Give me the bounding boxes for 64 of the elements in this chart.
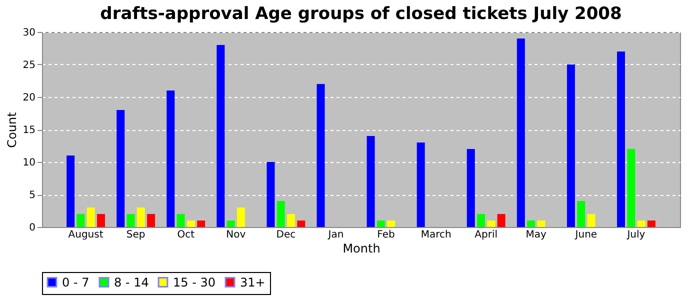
x-tick-label: August <box>68 230 104 240</box>
bar <box>637 220 646 227</box>
y-tick-label: 0 <box>29 222 36 234</box>
bar <box>577 201 586 227</box>
x-tick-label: April <box>474 230 498 240</box>
bar <box>86 208 95 227</box>
y-tick-label: 15 <box>22 125 36 136</box>
bar <box>627 149 636 227</box>
bar <box>416 142 425 227</box>
x-tick-label: Sep <box>126 230 146 240</box>
bar <box>236 208 245 227</box>
bar <box>527 220 536 227</box>
x-tick-label: Feb <box>377 230 395 240</box>
bar <box>136 208 145 227</box>
bar <box>387 220 396 227</box>
bar <box>266 162 275 227</box>
legend-label: 0 - 7 <box>62 275 90 290</box>
bar <box>466 149 475 227</box>
bar <box>216 45 225 227</box>
bar <box>376 220 385 227</box>
y-tick-label: 25 <box>22 60 36 71</box>
bar <box>566 64 575 227</box>
chart-title: drafts-approval Age groups of closed tickets July 2008 <box>100 4 622 24</box>
bar <box>176 214 185 227</box>
legend-label: 15 - 30 <box>173 275 216 290</box>
bar <box>537 220 546 227</box>
bar <box>497 214 506 227</box>
bar <box>297 220 306 227</box>
y-tick-label: 20 <box>22 92 36 104</box>
legend-label: 8 - 14 <box>114 275 149 290</box>
bar <box>617 52 625 227</box>
bar <box>487 220 496 227</box>
y-tick-label: 5 <box>29 190 36 201</box>
x-tick-label: Nov <box>226 230 246 240</box>
bar <box>126 214 135 227</box>
bar <box>226 220 235 227</box>
x-axis-title: Month <box>342 242 380 256</box>
bar <box>516 38 525 227</box>
bar <box>647 220 656 227</box>
bar <box>186 220 195 227</box>
bar <box>197 220 206 227</box>
x-tick-label: Dec <box>276 230 296 240</box>
bar <box>76 214 85 227</box>
bar <box>276 201 285 227</box>
bar <box>66 156 75 227</box>
bar <box>97 214 105 227</box>
x-tick-label: May <box>526 230 547 240</box>
y-tick-label: 10 <box>22 158 36 168</box>
bar <box>587 214 596 227</box>
x-tick-label: Jan <box>327 230 344 240</box>
legend-label: 31+ <box>240 275 266 290</box>
y-tick-label: 30 <box>22 28 36 38</box>
x-tick-label: March <box>420 230 452 240</box>
bar <box>477 214 486 227</box>
x-tick-label: July <box>626 230 646 240</box>
bar <box>316 84 325 227</box>
x-tick-label: Oct <box>177 230 195 240</box>
bar <box>147 214 156 227</box>
bar <box>366 136 375 227</box>
y-axis-title: Count <box>4 112 19 148</box>
x-tick-label: June <box>574 230 598 240</box>
bar <box>287 214 296 227</box>
bar <box>166 90 175 227</box>
bar <box>116 110 125 227</box>
